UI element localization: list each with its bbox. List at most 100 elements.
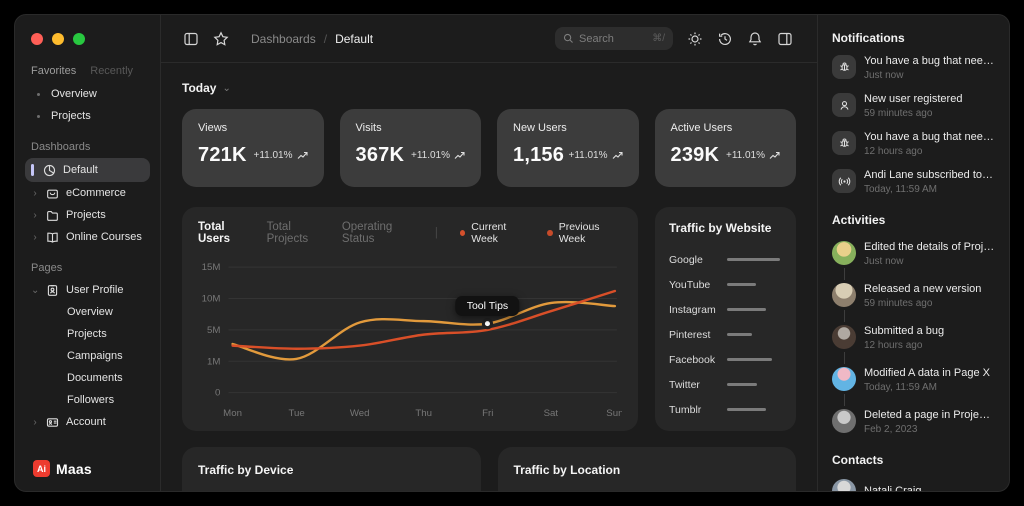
book-icon [46, 231, 59, 244]
bell-icon[interactable] [747, 31, 763, 47]
chart-tab-operating-status[interactable]: Operating Status [341, 221, 393, 245]
search-box[interactable]: ⌘/ [555, 27, 673, 50]
stat-delta: +11.01% [725, 150, 765, 161]
sidebar-item-label: Projects [66, 209, 106, 221]
legend-label: Previous Week [558, 221, 600, 245]
sidebar-item-projects-dashboard[interactable]: › Projects [25, 204, 150, 226]
star-icon[interactable] [213, 30, 229, 47]
y-tick: 10M [202, 294, 221, 305]
website-row-google: Google [669, 247, 782, 272]
sidebar-item-online-courses[interactable]: › Online Courses [25, 226, 150, 248]
tab-recently[interactable]: Recently [90, 65, 134, 77]
website-row-youtube: YouTube [669, 272, 782, 297]
sidebar-item-default[interactable]: Default [25, 158, 150, 182]
x-tick: Mon [223, 408, 242, 419]
website-row-facebook: Facebook [669, 347, 782, 372]
close-window-button[interactable] [31, 33, 43, 45]
line-chart[interactable]: 15M 10M 5M 1M 0 Mon Tue Wed Thu Fri Sat … [198, 253, 622, 421]
sidebar-subitem-documents[interactable]: Documents [25, 367, 150, 389]
period-selector[interactable]: Today ⌄ [182, 81, 796, 95]
avatar [832, 409, 856, 433]
sidebar-item-user-profile[interactable]: ⌄ User Profile [25, 279, 150, 301]
notification-item[interactable]: New user registered 59 minutes ago [832, 93, 995, 121]
panel-title: Traffic by Website [669, 221, 772, 235]
breadcrumb-dashboards[interactable]: Dashboards [251, 31, 316, 46]
sidebar-subitem-overview[interactable]: Overview [25, 301, 150, 323]
notification-time: 12 hours ago [864, 146, 923, 157]
sidebar-subitem-projects[interactable]: Projects [25, 323, 150, 345]
stat-delta: +11.01% [253, 150, 293, 161]
avatar [832, 241, 856, 265]
right-panel-toggle-icon[interactable] [777, 31, 793, 47]
chart-legend: Current Week Previous Week [459, 221, 622, 245]
x-tick: Sat [544, 408, 559, 419]
sidebar-item-ecommerce[interactable]: › eCommerce [25, 182, 150, 204]
chart-marker-dot [481, 318, 494, 330]
sidebar-item-label: User Profile [66, 284, 124, 296]
zoom-window-button[interactable] [73, 33, 85, 45]
chart-line-previous-week [231, 289, 617, 350]
theme-sun-icon[interactable] [687, 31, 703, 47]
search-shortcut: ⌘/ [652, 33, 665, 44]
user-icon [832, 93, 856, 117]
activity-item[interactable]: Modified A data in Page X Today, 11:59 AM [832, 367, 995, 406]
bug-icon [832, 55, 856, 79]
minimize-window-button[interactable] [52, 33, 64, 45]
notification-item[interactable]: You have a bug that needs t... 12 hours a… [832, 131, 995, 159]
trend-up-icon [769, 151, 780, 160]
section-header-dashboards: Dashboards [31, 141, 91, 153]
y-tick: 15M [202, 262, 221, 273]
activity-time: 12 hours ago [864, 340, 923, 351]
x-tick: Sun [606, 408, 622, 419]
trend-up-icon [297, 151, 308, 160]
chart-tab-total-users[interactable]: Total Users [198, 221, 230, 245]
sidebar-item-label: Projects [51, 110, 91, 122]
bug-icon [832, 131, 856, 155]
chart-tab-total-projects[interactable]: Total Projects [266, 221, 309, 245]
breadcrumb-separator: / [323, 31, 328, 46]
tab-favorites[interactable]: Favorites [31, 65, 77, 77]
legend-current-week[interactable]: Current Week [459, 221, 529, 245]
notification-item[interactable]: You have a bug that needs t... Just now [832, 55, 995, 83]
contacts-title: Contacts [832, 453, 884, 467]
legend-previous-week[interactable]: Previous Week [547, 221, 622, 245]
notification-item[interactable]: Andi Lane subscribed to you Today, 11:59 … [832, 169, 995, 197]
activity-item[interactable]: Deleted a page in Project X Feb 2, 2023 [832, 409, 995, 437]
topbar: Dashboards / Default ⌘/ [161, 15, 817, 63]
sidebar-item-label: eCommerce [66, 187, 126, 199]
activity-item[interactable]: Released a new version 59 minutes ago [832, 283, 995, 322]
sidebar-item-projects[interactable]: Projects [25, 105, 150, 127]
notification-time: Just now [864, 70, 904, 81]
app-window: Favorites Recently Overview Projects Das… [14, 14, 1010, 492]
sidebar-subitem-campaigns[interactable]: Campaigns [25, 345, 150, 367]
broadcast-icon [832, 169, 856, 193]
legend-label: Current Week [471, 221, 507, 245]
history-icon[interactable] [717, 31, 733, 47]
website-label: Tumblr [669, 403, 702, 416]
stat-delta: +11.01% [410, 150, 450, 161]
sidebar-item-account[interactable]: › Account [25, 411, 150, 433]
website-row-pinterest: Pinterest [669, 322, 782, 347]
sidebar-toggle-icon[interactable] [183, 31, 199, 47]
divider: | [434, 227, 438, 239]
contact-item[interactable]: Natali Craig [832, 479, 995, 491]
x-tick: Thu [415, 408, 432, 419]
website-label: Instagram [669, 303, 716, 316]
notification-text: You have a bug that needs t... [864, 55, 995, 67]
sidebar-item-overview[interactable]: Overview [25, 83, 150, 105]
stat-value: 1,156 [513, 144, 565, 166]
right-panel: Notifications You have a bug that needs … [817, 15, 1009, 491]
sidebar-item-label: Account [66, 416, 106, 428]
stat-value: 721K [198, 144, 247, 166]
activity-item[interactable]: Edited the details of Project X Just now [832, 241, 995, 280]
notification-text: Andi Lane subscribed to you [864, 169, 995, 181]
activity-item[interactable]: Submitted a bug 12 hours ago [832, 325, 995, 364]
traffic-by-location-panel: Traffic by Location [497, 447, 796, 491]
search-input[interactable] [579, 32, 648, 45]
sidebar-subitem-followers[interactable]: Followers [25, 389, 150, 411]
stat-card-new-users: New Users 1,156 +11.01% [497, 109, 639, 187]
breadcrumb: Dashboards / Default [251, 32, 373, 46]
period-label: Today [182, 81, 217, 95]
id-badge-icon [46, 284, 59, 297]
avatar [832, 325, 856, 349]
